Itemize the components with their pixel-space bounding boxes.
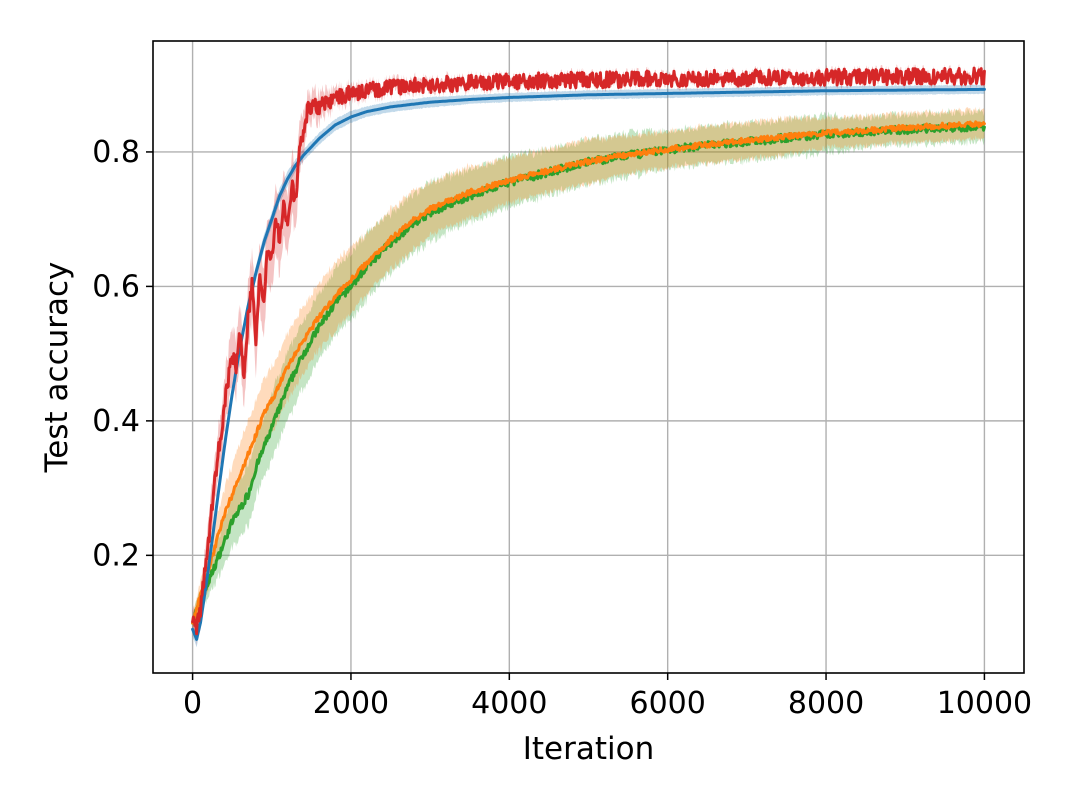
- x-tick-label: 2000: [313, 686, 389, 721]
- x-tick-label: 10000: [937, 686, 1032, 721]
- y-tick-label: 0.6: [92, 269, 140, 304]
- y-tick-label: 0.4: [92, 404, 140, 439]
- y-axis-label: Test accuracy: [39, 262, 75, 474]
- x-axis-label: Iteration: [523, 731, 655, 767]
- y-tick-label: 0.8: [92, 135, 140, 170]
- x-tick-label: 6000: [630, 686, 706, 721]
- grid-lines: [153, 41, 1024, 673]
- x-tick-label: 0: [183, 686, 202, 721]
- y-tick-label: 0.2: [92, 538, 140, 573]
- series-1-line: [191, 120, 986, 625]
- y-axis: 0.2 0.4 0.6 0.8: [92, 135, 153, 573]
- x-tick-label: 4000: [471, 686, 547, 721]
- series-lines: [191, 66, 986, 641]
- series-3-line: [191, 66, 986, 636]
- x-axis: 0 2000 4000 6000 8000 10000: [183, 673, 1032, 721]
- x-tick-label: 8000: [788, 686, 864, 721]
- plot-frame: [152, 40, 1025, 674]
- series-2-line: [191, 87, 986, 641]
